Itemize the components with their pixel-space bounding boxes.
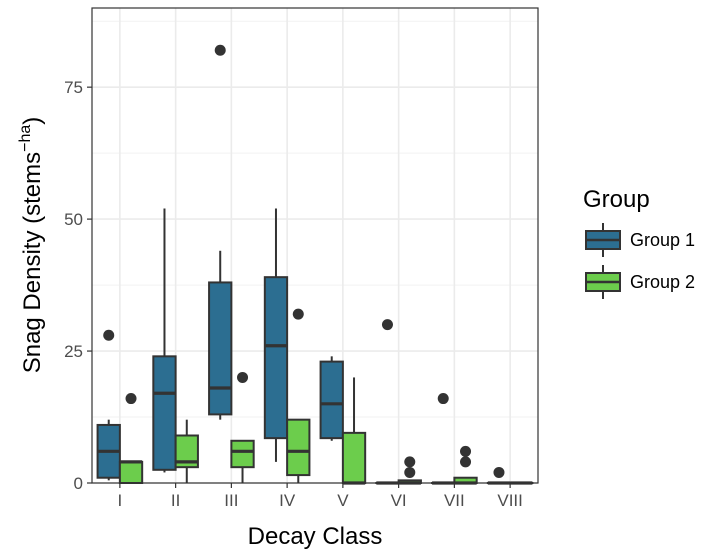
outlier-point bbox=[214, 44, 226, 56]
y-axis-title-close: ) bbox=[19, 117, 46, 125]
box-iqr bbox=[118, 460, 144, 484]
outlier-point bbox=[237, 371, 249, 383]
y-tick-label: 50 bbox=[64, 210, 83, 229]
x-tick-label: II bbox=[171, 491, 180, 510]
series-1 bbox=[96, 44, 512, 485]
x-tick-label: III bbox=[224, 491, 238, 510]
outlier-point bbox=[460, 456, 472, 468]
x-tick-label: I bbox=[118, 491, 123, 510]
plot-border bbox=[91, 7, 539, 484]
box-iqr bbox=[319, 360, 344, 440]
x-tick-label: VII bbox=[444, 491, 465, 510]
x-axis-title: Decay Class bbox=[248, 523, 383, 550]
y-tick-label: 25 bbox=[64, 342, 83, 361]
legend-label: Group 1 bbox=[630, 230, 695, 250]
box-1-III bbox=[208, 44, 233, 420]
outlier-point bbox=[125, 393, 137, 405]
x-axis: I II III IV V VI VII VIII bbox=[118, 483, 523, 510]
box-iqr bbox=[152, 355, 177, 471]
box-iqr bbox=[230, 439, 255, 469]
outlier-point bbox=[437, 393, 449, 405]
y-tick-label: 75 bbox=[64, 78, 83, 97]
outlier-point bbox=[404, 456, 416, 468]
y-tick-label: 0 bbox=[74, 474, 83, 493]
outlier-point bbox=[103, 329, 115, 341]
box-iqr bbox=[341, 431, 367, 485]
y-axis-title-main: Snag Density (stems bbox=[19, 152, 46, 373]
legend-title: Group bbox=[583, 186, 650, 213]
x-tick-label: VIII bbox=[497, 491, 523, 510]
box-1-I bbox=[96, 329, 121, 481]
box-1-V bbox=[319, 356, 344, 441]
y-axis: 0 25 50 75 bbox=[64, 78, 92, 493]
box-2-II bbox=[174, 419, 199, 483]
box-2-III bbox=[230, 371, 255, 483]
legend-item-1: Group 1 bbox=[585, 223, 695, 257]
legend-label: Group 2 bbox=[630, 272, 695, 292]
x-tick-label: IV bbox=[279, 491, 296, 510]
box-iqr bbox=[263, 276, 289, 440]
outlier-point bbox=[381, 319, 393, 331]
legend: Group Group 1 Group 2 bbox=[583, 186, 695, 299]
legend-item-2: Group 2 bbox=[585, 265, 695, 299]
box-iqr bbox=[208, 281, 233, 416]
outlier-point bbox=[292, 308, 304, 320]
y-axis-title-sup: −ha bbox=[17, 125, 34, 152]
x-tick-label: VI bbox=[391, 491, 407, 510]
box-iqr bbox=[286, 418, 311, 477]
box-1-II bbox=[152, 208, 177, 473]
box-1-IV bbox=[263, 208, 289, 462]
outlier-point bbox=[404, 466, 416, 478]
x-tick-label: V bbox=[337, 491, 349, 510]
y-axis-title: Snag Density (stems−ha) bbox=[17, 117, 46, 374]
box-iqr bbox=[174, 434, 199, 469]
outlier-point bbox=[493, 466, 505, 478]
outlier-point bbox=[460, 445, 472, 457]
box-2-IV bbox=[286, 308, 311, 483]
